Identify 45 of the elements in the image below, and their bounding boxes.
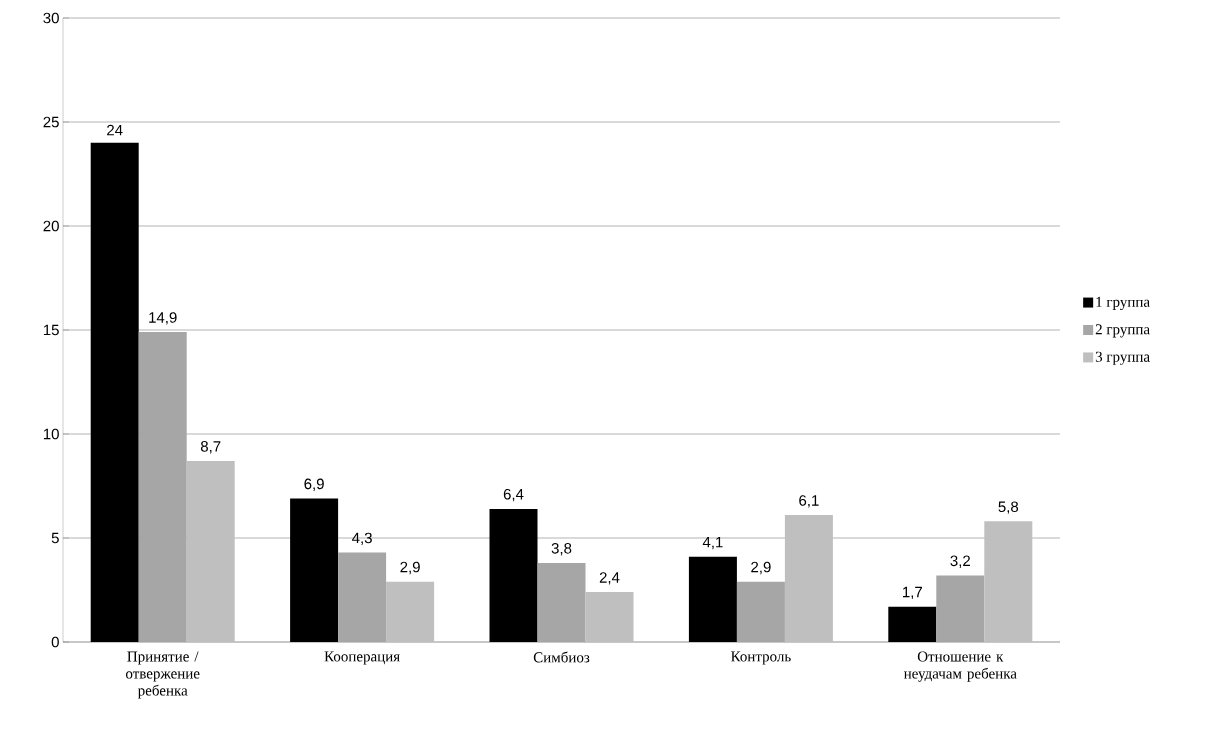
legend-label: 1 группа	[1096, 296, 1150, 310]
x-tick-label: Симбиоз	[533, 651, 590, 663]
y-tick-label: 30	[43, 12, 59, 24]
bar	[888, 606, 937, 642]
bar	[537, 562, 586, 642]
x-tick-label: Отношение к неудачам ребенка	[903, 651, 1017, 682]
data-label: 2,9	[751, 561, 771, 575]
legend-label: 2 группа	[1095, 324, 1150, 338]
data-label: 5,8	[998, 501, 1019, 514]
bar	[936, 575, 985, 642]
bar	[489, 508, 538, 642]
data-label: 1,7	[903, 586, 922, 600]
data-label: 6,4	[503, 488, 524, 502]
data-label: 8,7	[200, 441, 221, 454]
data-label: 14,9	[149, 312, 177, 325]
x-tick-label: Кооперация	[324, 651, 400, 665]
data-label: 6,9	[304, 478, 324, 491]
data-label: 3,2	[950, 555, 970, 568]
data-label: 4,3	[352, 532, 372, 546]
bar	[338, 552, 387, 642]
data-label: 3,8	[551, 543, 572, 556]
bar	[585, 592, 634, 642]
bar	[138, 332, 187, 642]
bar	[736, 581, 785, 642]
data-label: 24	[107, 124, 123, 136]
bar	[984, 521, 1033, 642]
data-label: 6,1	[799, 495, 819, 508]
bar	[290, 498, 339, 642]
x-tick-label: Принятие / отвержение ребенка	[126, 651, 200, 699]
y-tick-label: 10	[43, 428, 59, 440]
data-label: 2,4	[599, 572, 620, 585]
bar	[688, 556, 737, 642]
y-tick-label: 15	[43, 324, 59, 336]
y-tick-label: 25	[43, 116, 59, 128]
y-tick-label: 5	[51, 532, 59, 544]
bar	[784, 515, 833, 642]
data-label: 4,1	[702, 536, 723, 550]
bar	[90, 142, 139, 642]
bar	[186, 461, 235, 642]
x-tick-label: Контроль	[731, 651, 791, 665]
y-tick-label: 20	[43, 220, 59, 232]
data-label: 2,9	[400, 561, 420, 575]
bar	[386, 581, 435, 642]
y-tick-label: 0	[51, 636, 59, 648]
legend-label: 3 группа	[1095, 351, 1150, 365]
